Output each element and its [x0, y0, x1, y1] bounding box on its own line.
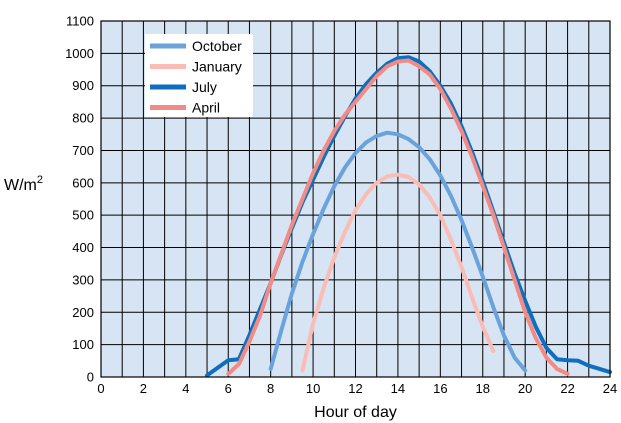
- series-line-october: [268, 130, 528, 373]
- x-tick-label: 14: [391, 381, 405, 396]
- x-tick-label: 6: [225, 381, 232, 396]
- series-line-april: [226, 58, 570, 376]
- series-line-january: [300, 172, 496, 373]
- x-axis-title: Hour of day: [314, 404, 397, 421]
- x-tick-label: 10: [306, 381, 320, 396]
- y-tick-label: 100: [72, 337, 94, 352]
- x-tick-label: 24: [603, 381, 617, 396]
- y-tick-label: 1000: [65, 46, 94, 61]
- legend-label-april: April: [192, 100, 220, 116]
- y-axis-title-superscript: 2: [37, 174, 43, 186]
- x-tick-label: 20: [518, 381, 532, 396]
- x-tick-label: 2: [140, 381, 147, 396]
- plot-frame: [100, 20, 611, 378]
- y-tick-label: 900: [72, 78, 94, 93]
- x-tick-label: 16: [433, 381, 447, 396]
- series-lines: [205, 55, 612, 378]
- legend-label-july: July: [192, 79, 217, 95]
- x-tick-label: 12: [348, 381, 362, 396]
- y-tick-label: 0: [87, 370, 94, 385]
- y-ticks: 0 100 200 300 400 500 600 700 800 900 1000 1100: [65, 14, 94, 385]
- y-tick-label: 700: [72, 143, 94, 158]
- x-tick-label: 4: [182, 381, 189, 396]
- x-tick-label: 22: [560, 381, 574, 396]
- x-tick-label: 0: [97, 381, 104, 396]
- legend-label-january: January: [192, 59, 242, 75]
- y-tick-label: 600: [72, 175, 94, 190]
- legend: October January July April: [145, 34, 253, 117]
- x-ticks: 0 2 4 6 8 10 12 14 16 18 20 22 24: [97, 381, 617, 396]
- y-axis-title-base: W/m: [4, 177, 37, 194]
- y-axis-title: W/m2: [4, 174, 43, 194]
- x-tick-label: 18: [476, 381, 490, 396]
- y-tick-label: 500: [72, 208, 94, 223]
- y-tick-label: 800: [72, 111, 94, 126]
- legend-label-october: October: [192, 38, 242, 54]
- y-tick-label: 1100: [66, 14, 94, 29]
- x-tick-label: 8: [267, 381, 274, 396]
- y-tick-label: 400: [72, 240, 94, 255]
- y-tick-label: 200: [72, 305, 94, 320]
- y-tick-label: 300: [72, 272, 94, 287]
